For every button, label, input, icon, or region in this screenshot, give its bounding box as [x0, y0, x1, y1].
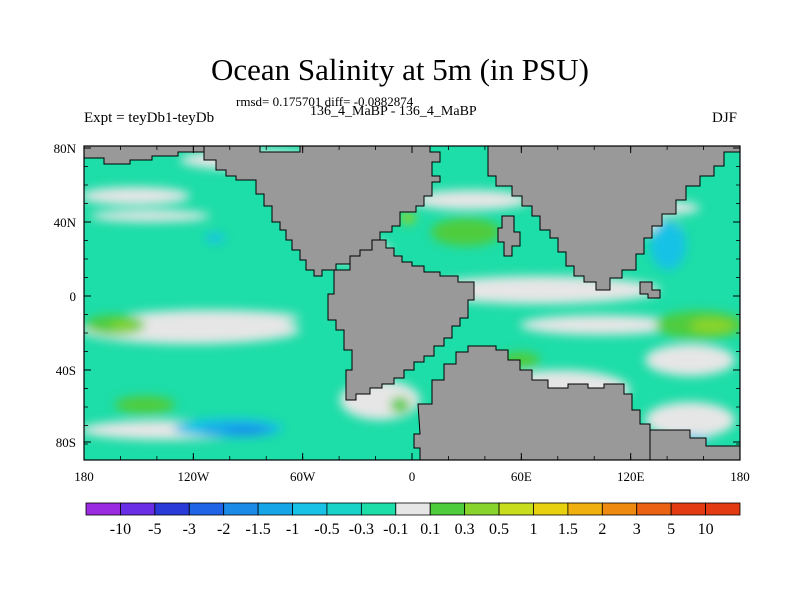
colorbar-label: 10 — [698, 521, 714, 538]
lat-tick-label: 40S — [56, 363, 76, 378]
lon-tick-label: 60E — [511, 469, 532, 484]
lon-tick-label: 120W — [177, 469, 210, 484]
colorbar-swatch — [533, 502, 569, 516]
lat-tick-label: 80S — [56, 435, 76, 450]
colorbar-label: -5 — [148, 521, 161, 538]
colorbar-label: 2 — [598, 521, 606, 538]
colorbar-swatch — [567, 502, 603, 516]
lat-tick-label: 0 — [70, 289, 77, 304]
land-india-peninsula — [497, 215, 521, 257]
colorbar-label: -10 — [110, 521, 131, 538]
season-label: DJF — [712, 110, 738, 126]
lon-tick-label: 60W — [290, 469, 316, 484]
colorbar-label: -1 — [286, 521, 299, 538]
colorbar-label: 1.5 — [558, 521, 578, 538]
colorbar-swatch — [601, 502, 638, 516]
colorbar-label: 3 — [633, 521, 641, 538]
rmsd-diff-subtitle: rmsd= 0.175701 diff= -0.0882874 — [236, 94, 414, 109]
colorbar-label: -2 — [217, 521, 230, 538]
lat-tick-label: 40N — [54, 215, 77, 230]
colorbar-label: -1.5 — [245, 521, 270, 538]
colorbar-label: -3 — [183, 521, 196, 538]
colorbar-swatch — [498, 502, 534, 516]
lon-tick-label: 120E — [617, 469, 645, 484]
colorbar-label: -0.3 — [349, 521, 374, 538]
colorbar-swatch — [636, 502, 672, 516]
lon-tick-label: 180 — [74, 469, 94, 484]
colorbar-swatch — [188, 502, 225, 516]
salinity-anomaly-field — [84, 150, 740, 445]
period-label: 136_4_MaBP - 136_4_MaBP — [310, 104, 477, 119]
colorbar-label: -0.5 — [314, 521, 339, 538]
colorbar-label: -0.1 — [383, 521, 408, 538]
experiment-label: Expt = teyDb1-teyDb — [84, 110, 215, 126]
colorbar-swatch — [292, 502, 328, 516]
lon-tick-label: 180 — [730, 469, 750, 484]
colorbar-swatch — [223, 502, 259, 516]
colorbar-label: 0.3 — [455, 521, 475, 538]
colorbar-swatch — [429, 502, 466, 516]
land-antarctic-fragment — [649, 429, 740, 460]
colorbar-swatch — [395, 502, 431, 516]
colorbar-label: 0.1 — [420, 521, 440, 538]
longitude-axis: 180 120W 60W 0 60E 120E 180 — [74, 146, 750, 484]
colorbar-swatch — [154, 502, 190, 516]
latitude-axis: 80N 40N 0 40S 80S — [54, 141, 740, 450]
map-title: Ocean Salinity at 5m (in PSU) — [211, 52, 589, 87]
colorbar-label: 5 — [667, 521, 675, 538]
colorbar-swatch — [360, 502, 397, 516]
colorbar-swatch — [85, 502, 121, 516]
map-panel — [84, 146, 740, 460]
colorbar-swatch — [120, 502, 156, 516]
colorbar-label: 0.5 — [489, 521, 509, 538]
colorbar: -10 -5 -3 -2 -1.5 -1 -0.5 -0.3 -0.1 0.1 0.3 0.5 1 1.5… — [85, 502, 741, 538]
colorbar-label: 1 — [529, 521, 537, 538]
land-eurasia — [487, 146, 740, 291]
colorbar-swatch — [326, 502, 362, 516]
land-island-east-asia — [639, 281, 661, 299]
colorbar-swatch — [670, 502, 706, 516]
lat-tick-label: 80N — [54, 141, 77, 156]
land-south-america — [327, 239, 475, 401]
land-masses — [84, 146, 740, 460]
colorbar-swatch — [257, 502, 293, 516]
lon-tick-label: 0 — [409, 469, 416, 484]
land-arctic-strip — [84, 146, 205, 165]
colorbar-swatch — [464, 502, 500, 516]
colorbar-swatch — [705, 502, 741, 516]
